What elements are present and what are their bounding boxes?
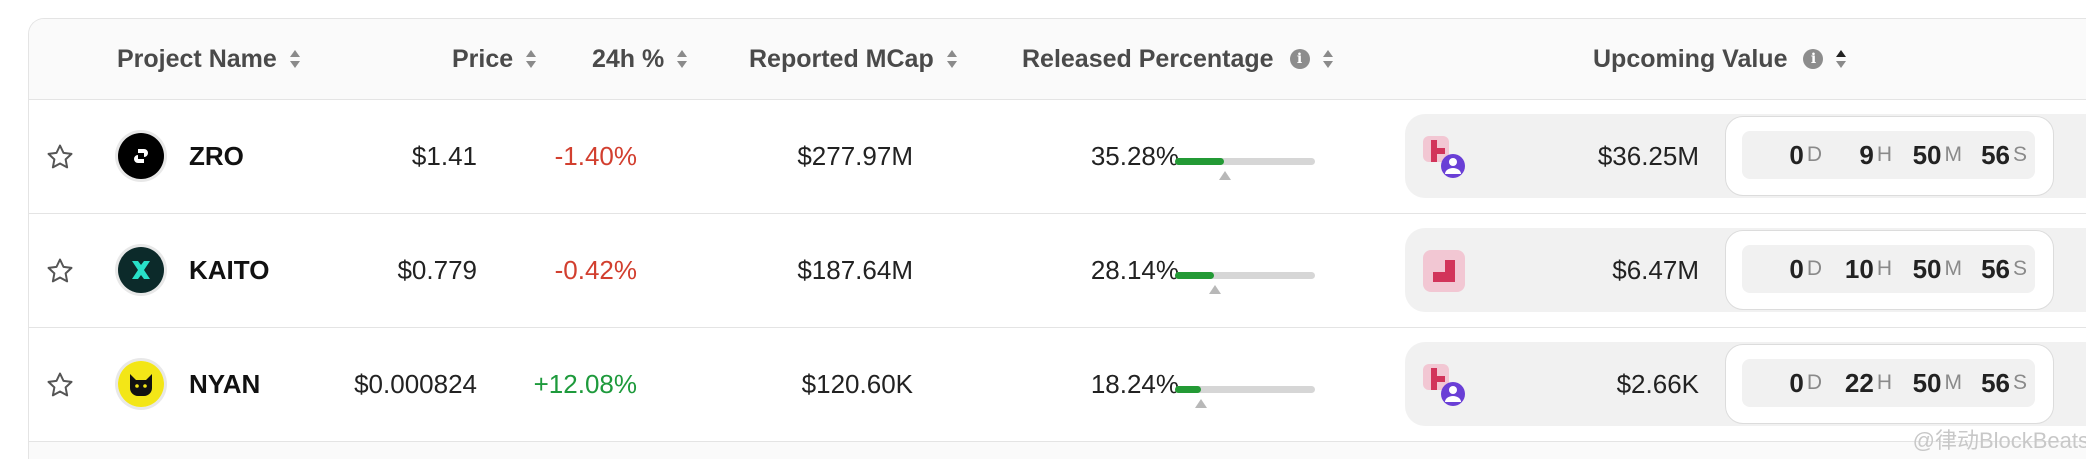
upcoming-value-amount: $2.66K — [1616, 368, 1699, 399]
released-percentage-value: 18.24% — [1090, 369, 1179, 399]
table-row[interactable]: ZRO $1.41 -1.40% $277.97M 35.28% $36.25M… — [29, 100, 2086, 214]
column-header-upcoming-value[interactable]: Upcoming Value i — [1593, 19, 1847, 99]
table-row[interactable]: NYAN $0.000824 +12.08% $120.60K 18.24% $… — [29, 328, 2086, 442]
mcap-value: $187.64M — [797, 255, 913, 285]
price-value: $1.41 — [411, 141, 477, 171]
watermark: @律动BlockBeats — [1912, 428, 2086, 453]
sort-icon[interactable] — [946, 48, 958, 70]
change-24h-value: -0.42% — [554, 255, 637, 285]
mcap-value: $120.60K — [801, 369, 913, 399]
column-header-project-name[interactable]: Project Name — [117, 19, 301, 99]
countdown-minutes: 50 M — [1912, 139, 1962, 170]
table-row[interactable]: KAITO $0.779 -0.42% $187.64M 28.14% $6.4… — [29, 214, 2086, 328]
countdown-hours: 10 H — [1844, 253, 1892, 284]
countdown-seconds: 56 S — [1981, 253, 2027, 284]
change-24h-value: +12.08% — [533, 369, 637, 399]
column-header-24h[interactable]: 24h % — [592, 19, 688, 99]
sort-icon[interactable] — [289, 48, 301, 70]
released-marker-icon — [1208, 285, 1221, 294]
sort-icon[interactable] — [525, 48, 537, 70]
upcoming-value-amount: $36.25M — [1597, 140, 1699, 171]
countdown-minutes: 50 M — [1912, 367, 1962, 398]
favorite-star-icon[interactable] — [45, 214, 75, 327]
released-progress-bar — [1175, 386, 1315, 408]
project-name[interactable]: ZRO — [189, 141, 244, 171]
released-progress-fill — [1175, 272, 1215, 279]
released-progress-fill — [1175, 158, 1225, 165]
sort-icon[interactable] — [1322, 48, 1334, 70]
price-value: $0.779 — [397, 255, 477, 285]
released-progress-fill — [1175, 386, 1201, 393]
unlock-allocation-icon — [1423, 250, 1465, 292]
upcoming-value-card[interactable]: $2.66K 1.77% 0D 22H 50M 56S — [1405, 342, 2086, 426]
column-header-price[interactable]: Price — [452, 19, 537, 99]
upcoming-value-card[interactable]: $36.25M 7.29% 0D 9H 50M 56S — [1405, 114, 2086, 198]
price-value: $0.000824 — [354, 369, 477, 399]
sort-icon[interactable] — [676, 48, 688, 70]
released-percentage-value: 35.28% — [1090, 141, 1179, 171]
countdown-minutes: 50 M — [1912, 253, 1962, 284]
countdown-hours: 22 H — [1844, 367, 1892, 398]
project-name[interactable]: KAITO — [189, 255, 270, 285]
info-icon[interactable]: i — [1803, 49, 1824, 69]
nyan-logo-icon — [118, 361, 164, 407]
countdown-seconds: 56 S — [1981, 139, 2027, 170]
column-header-reported-mcap[interactable]: Reported MCap — [749, 19, 958, 99]
mcap-value: $277.97M — [797, 141, 913, 171]
favorite-star-icon[interactable] — [45, 100, 75, 213]
info-icon[interactable]: i — [1289, 49, 1310, 69]
upcoming-value-amount: $6.47M — [1612, 254, 1699, 285]
released-percentage-value: 28.14% — [1090, 255, 1179, 285]
released-progress-bar — [1175, 272, 1315, 294]
released-marker-icon — [1194, 399, 1207, 408]
change-24h-value: -1.40% — [554, 141, 637, 171]
countdown-seconds: 56 S — [1981, 367, 2027, 398]
project-name[interactable]: NYAN — [189, 369, 261, 399]
upcoming-value-card[interactable]: $6.47M 2.97% 0D 10H 50M 56S — [1405, 228, 2086, 312]
released-progress-bar — [1175, 158, 1315, 180]
token-unlock-table: Project Name Price 24h % Reported MCap R… — [28, 18, 2086, 459]
zro-logo-icon — [118, 133, 164, 179]
sort-icon[interactable] — [1835, 48, 1847, 70]
kaito-logo-icon — [118, 247, 164, 293]
released-marker-icon — [1218, 171, 1231, 180]
column-header-released-percentage[interactable]: Released Percentage i — [1022, 19, 1334, 99]
favorite-star-icon[interactable] — [45, 328, 75, 441]
table-header: Project Name Price 24h % Reported MCap R… — [29, 19, 2086, 100]
unlock-team-icon — [1423, 136, 1465, 178]
unlock-team-icon — [1423, 364, 1465, 406]
